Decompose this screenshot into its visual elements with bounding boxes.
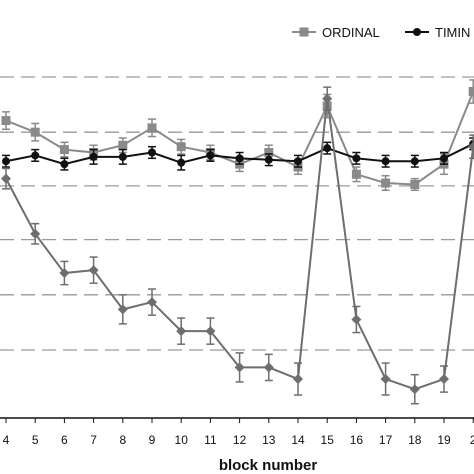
data-point <box>176 326 187 337</box>
legend-item-timin: TIMIN <box>405 25 470 40</box>
data-point <box>322 93 333 104</box>
data-point <box>410 179 420 189</box>
data-point <box>59 268 70 279</box>
data-point <box>59 145 69 155</box>
data-point <box>147 297 157 308</box>
x-tick-label-2: 6 <box>61 433 68 447</box>
data-point <box>30 127 40 137</box>
data-point <box>117 304 128 315</box>
data-point <box>1 173 11 184</box>
data-point <box>206 151 215 160</box>
legend-label: TIMIN <box>435 25 470 40</box>
data-point <box>31 151 40 160</box>
legend-marker <box>299 27 309 37</box>
data-point <box>30 228 41 239</box>
data-point <box>351 169 361 179</box>
data-point <box>89 152 98 161</box>
gridlines <box>0 76 474 351</box>
x-tick-label-11: 15 <box>321 433 335 447</box>
data-point <box>440 154 448 163</box>
x-tick-label-9: 13 <box>262 433 276 447</box>
data-point <box>177 158 186 167</box>
x-tick-label-5: 9 <box>149 433 156 447</box>
x-axis-label: block number <box>219 457 318 474</box>
data-point <box>88 265 99 276</box>
data-point <box>264 148 274 158</box>
x-axis <box>0 417 474 423</box>
x-tick-label-13: 17 <box>379 433 393 447</box>
series-ordinal <box>1 79 474 192</box>
x-tick-label-8: 12 <box>233 433 247 447</box>
data-point <box>409 384 420 395</box>
x-tick-labels: 4 5 6 7 8 9 10 11 12 13 14 15 16 17 18 19 2 <box>3 433 474 447</box>
x-tick-label-16: 2 <box>470 433 474 447</box>
x-tick-label-15: 19 <box>437 433 451 447</box>
x-tick-label-4: 8 <box>119 433 126 447</box>
data-point <box>381 178 391 188</box>
data-point <box>439 374 449 385</box>
data-point <box>293 374 303 385</box>
data-point <box>294 157 302 166</box>
data-point <box>410 157 419 166</box>
series-layer <box>1 79 474 405</box>
data-point <box>351 314 362 325</box>
data-point <box>2 157 10 166</box>
legend-item-ordinal: ORDINAL <box>292 25 380 40</box>
x-tick-label-1: 5 <box>32 433 39 447</box>
data-point <box>205 326 216 337</box>
series-unnamed-2 <box>1 86 474 405</box>
series-line <box>5 98 474 391</box>
x-tick-label-6: 10 <box>175 433 189 447</box>
data-point <box>147 123 157 133</box>
data-point <box>234 362 245 373</box>
data-point <box>148 148 156 157</box>
legend-marker <box>413 28 421 36</box>
data-point <box>380 374 391 385</box>
data-point <box>323 144 332 153</box>
series-timin <box>2 137 474 171</box>
data-point <box>118 152 127 161</box>
data-point <box>60 160 69 169</box>
data-point <box>1 116 11 126</box>
data-point <box>264 155 273 164</box>
data-point <box>235 154 244 163</box>
data-point <box>381 157 390 166</box>
data-point <box>468 87 474 97</box>
x-tick-label-14: 18 <box>408 433 422 447</box>
legend: ORDINAL TIMIN <box>292 25 470 40</box>
data-point <box>468 141 474 152</box>
x-tick-label-3: 7 <box>90 433 97 447</box>
legend-label: ORDINAL <box>322 25 380 40</box>
x-tick-label-12: 16 <box>350 433 364 447</box>
data-point <box>263 362 274 373</box>
x-tick-label-7: 11 <box>204 433 217 447</box>
x-tick-label-10: 14 <box>291 433 305 447</box>
data-point <box>352 154 361 163</box>
data-point <box>118 140 128 150</box>
data-point <box>176 142 186 152</box>
x-tick-label-0: 4 <box>3 433 10 447</box>
